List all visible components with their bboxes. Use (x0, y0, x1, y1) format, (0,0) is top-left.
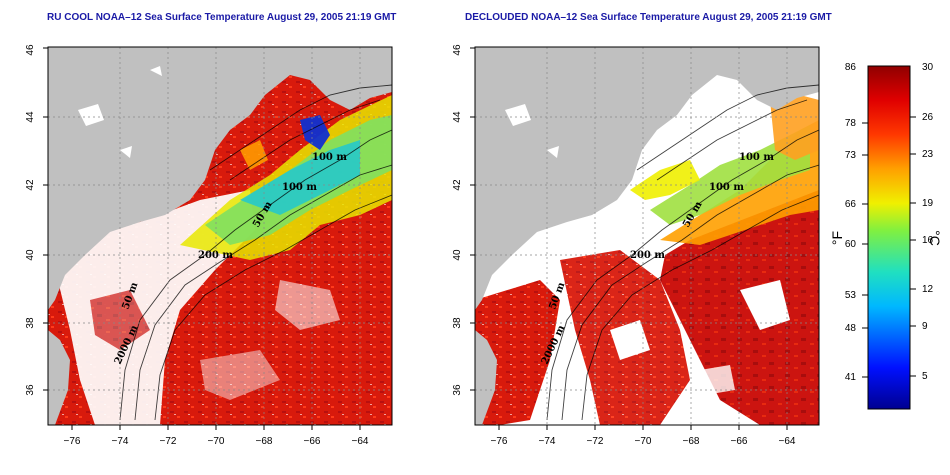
temperature-colorbar: 86 78 73 66 60 53 48 41 30 26 23 19 16 1… (829, 62, 943, 410)
x-tick-label: −74 (112, 436, 129, 447)
contour-label: 100 m (282, 182, 317, 193)
celsius-tick: 16 (922, 235, 934, 246)
left-x-axis: −76 −74 −72 −70 −68 −66 −64 (64, 425, 369, 447)
left-grid (48, 47, 392, 425)
left-y-axis: 36 38 40 42 44 46 (25, 44, 48, 396)
x-tick-label: −68 (683, 436, 700, 447)
contour-label: 100 m (312, 152, 347, 163)
y-tick-label: 46 (25, 44, 36, 56)
x-tick-label: −70 (635, 436, 652, 447)
celsius-tick: 26 (922, 112, 934, 123)
x-tick-label: −66 (731, 436, 748, 447)
y-tick-label: 44 (452, 111, 463, 123)
fahrenheit-tick: 60 (845, 239, 857, 250)
x-tick-label: −72 (160, 436, 177, 447)
y-tick-label: 40 (452, 249, 463, 261)
contour-label: 200 m (630, 250, 665, 261)
y-tick-label: 46 (452, 44, 463, 56)
land-mass (48, 47, 392, 310)
x-tick-label: −68 (256, 436, 273, 447)
x-tick-label: −76 (491, 436, 508, 447)
y-tick-label: 36 (25, 384, 36, 396)
contour-label: 100 m (709, 182, 744, 193)
left-map-frame (47, 46, 393, 426)
x-tick-label: −70 (208, 436, 225, 447)
fahrenheit-tick: 53 (845, 290, 857, 301)
fahrenheit-tick: 73 (845, 150, 857, 161)
right-grid (475, 47, 819, 425)
right-map-title: DECLOUDED NOAA–12 Sea Surface Temperatur… (465, 12, 832, 23)
celsius-tick: 19 (922, 198, 934, 209)
y-tick-label: 42 (452, 179, 463, 191)
left-map-title: RU COOL NOAA–12 Sea Surface Temperature … (47, 12, 397, 23)
right-map-frame (474, 46, 820, 426)
y-tick-label: 38 (25, 317, 36, 329)
fahrenheit-tick: 41 (845, 372, 857, 383)
y-tick-label: 42 (25, 179, 36, 191)
x-tick-label: −72 (587, 436, 604, 447)
x-tick-label: −76 (64, 436, 81, 447)
contour-label: 200 m (198, 250, 233, 261)
right-x-axis: −76 −74 −72 −70 −68 −66 −64 (491, 425, 796, 447)
x-tick-label: −74 (539, 436, 556, 447)
land-mass (475, 47, 819, 310)
right-y-axis: 36 38 40 42 44 46 (452, 44, 475, 396)
fahrenheit-tick: 48 (845, 323, 857, 334)
x-tick-label: −64 (352, 436, 369, 447)
y-tick-label: 44 (25, 111, 36, 123)
y-tick-label: 36 (452, 384, 463, 396)
fahrenheit-unit-label: °F (829, 231, 845, 245)
contour-label: 100 m (739, 152, 774, 163)
left-map-panel: 100 m 100 m 50 m 200 m 50 m 2000 m −76 −… (25, 44, 393, 447)
fahrenheit-tick: 86 (845, 62, 857, 73)
celsius-tick: 23 (922, 149, 934, 160)
x-tick-label: −66 (304, 436, 321, 447)
celsius-tick: 9 (922, 321, 928, 332)
right-map-panel: 100 m 100 m 50 m 200 m 50 m 2000 m −76 −… (452, 44, 820, 447)
y-tick-label: 40 (25, 249, 36, 261)
celsius-tick: 12 (922, 284, 934, 295)
celsius-tick: 5 (922, 371, 928, 382)
celsius-unit-label: °C (927, 230, 943, 246)
y-tick-label: 38 (452, 317, 463, 329)
celsius-tick: 30 (922, 62, 934, 73)
sea-surface-warm-area (660, 190, 819, 425)
fahrenheit-tick: 66 (845, 199, 857, 210)
fahrenheit-tick: 78 (845, 118, 857, 129)
colorbar-gradient (867, 65, 911, 410)
x-tick-label: −64 (779, 436, 796, 447)
